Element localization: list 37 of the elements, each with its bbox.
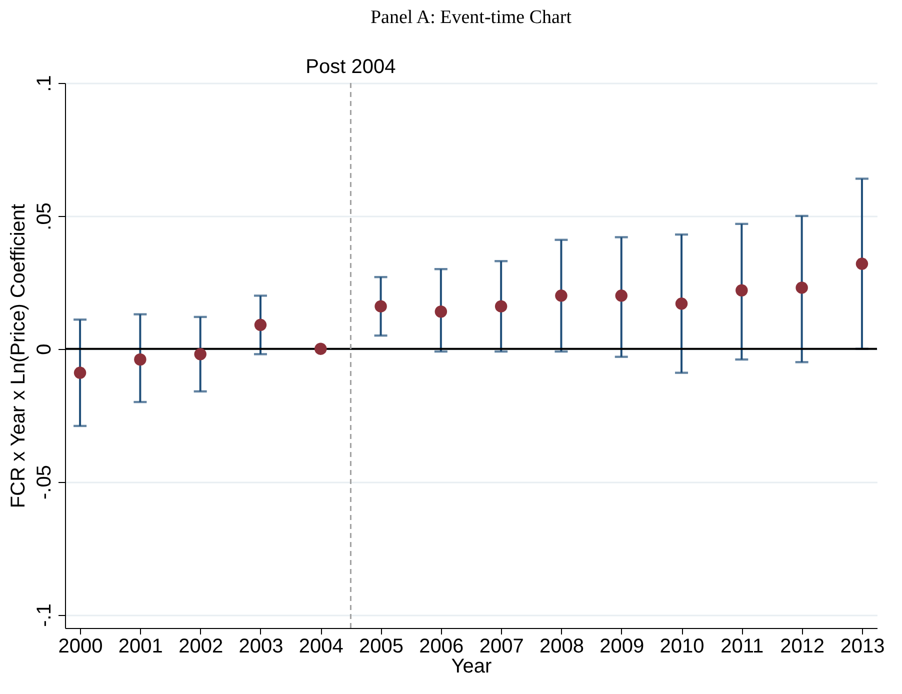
ref-line-label: Post 2004	[306, 56, 396, 78]
x-tick-label: 2007	[479, 636, 524, 658]
x-axis-title: Year	[451, 656, 492, 678]
x-tick-label: 2009	[600, 636, 644, 658]
y-tick-label: .05	[34, 202, 56, 230]
point	[856, 258, 868, 270]
point	[194, 348, 206, 360]
x-tick-label: 2002	[178, 636, 224, 658]
point	[615, 290, 628, 302]
x-tick-label: 2008	[539, 636, 584, 658]
point	[254, 318, 267, 332]
chart-title: Panel A: Event-time Chart	[370, 7, 572, 28]
x-tick-label: 2006	[419, 636, 464, 658]
y-tick-label: 0	[34, 344, 56, 355]
point	[494, 300, 508, 312]
y-tick-label: -.1	[34, 604, 56, 627]
x-tick-label: 2003	[238, 636, 284, 658]
x-tick-label: 2012	[780, 636, 825, 658]
y-tick-label: -.05	[34, 465, 56, 500]
x-tick-label: 2004	[298, 636, 344, 658]
point	[555, 290, 568, 302]
point	[374, 300, 387, 312]
point	[134, 353, 146, 366]
point	[314, 342, 327, 355]
y-axis-title: FCR x Year x Ln(Price) Coefficient	[8, 203, 30, 508]
x-tick-label: 2000	[58, 636, 103, 658]
y-tick-label: .1	[34, 75, 56, 92]
point	[434, 306, 448, 318]
x-tick-label: 2013	[840, 636, 885, 658]
point	[796, 282, 808, 294]
x-tick-label: 2001	[118, 636, 163, 658]
x-tick-label: 2011	[720, 636, 764, 658]
point	[74, 366, 86, 379]
x-tick-label: 2010	[660, 636, 704, 658]
point	[736, 284, 748, 296]
point	[675, 298, 688, 310]
x-tick-label: 2005	[359, 636, 404, 658]
